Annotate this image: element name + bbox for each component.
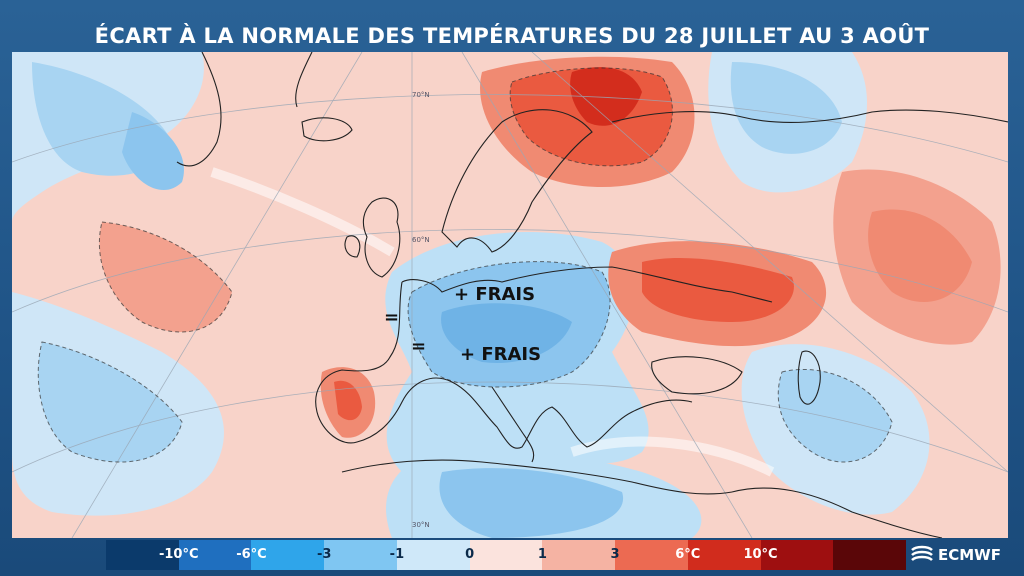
graticule-label-2: 60°N xyxy=(412,236,430,244)
graticule-label-1: 70°N xyxy=(412,91,430,99)
temperature-anomaly-map: 70°N 60°N 30°N + FRAIS + FRAIS = = xyxy=(12,52,1008,538)
map-canvas: 70°N 60°N 30°N xyxy=(12,52,1008,538)
legend-swatch xyxy=(469,540,543,570)
legend-swatch xyxy=(615,540,688,570)
legend-label: -10°C xyxy=(158,547,199,562)
legend-label: 1 xyxy=(537,547,547,562)
legend-label: 3 xyxy=(610,547,620,562)
ecmwf-logo: ECMWF xyxy=(910,540,1018,570)
legend-swatch xyxy=(833,540,907,570)
legend-label: -1 xyxy=(389,547,405,562)
annotation-equal-1: = xyxy=(384,307,400,328)
legend-swatch xyxy=(396,540,470,570)
legend-label: 10°C xyxy=(743,547,778,562)
map-title: ÉCART À LA NORMALE DES TEMPÉRATURES DU 2… xyxy=(94,24,930,48)
annotation-frais-north: + FRAIS xyxy=(454,284,536,305)
ecmwf-logo-icon xyxy=(911,545,933,562)
legend-label: -3 xyxy=(316,547,332,562)
legend-label: 0 xyxy=(465,547,475,562)
legend-swatch xyxy=(760,540,834,570)
legend-swatch xyxy=(251,540,325,570)
legend-label: -6°C xyxy=(236,547,267,562)
annotation-equal-2: = xyxy=(411,336,427,357)
annotation-frais-south: + FRAIS xyxy=(460,344,542,365)
ecmwf-logo-text: ECMWF xyxy=(938,546,1001,564)
color-legend-bar xyxy=(106,540,907,570)
legend-swatch xyxy=(542,540,616,570)
legend-swatch xyxy=(178,540,252,570)
legend-label: 6°C xyxy=(675,547,701,562)
legend-swatch xyxy=(324,540,397,570)
legend-swatch xyxy=(106,540,179,570)
legend-swatch xyxy=(687,540,761,570)
graticule-label-3: 30°N xyxy=(412,521,430,529)
